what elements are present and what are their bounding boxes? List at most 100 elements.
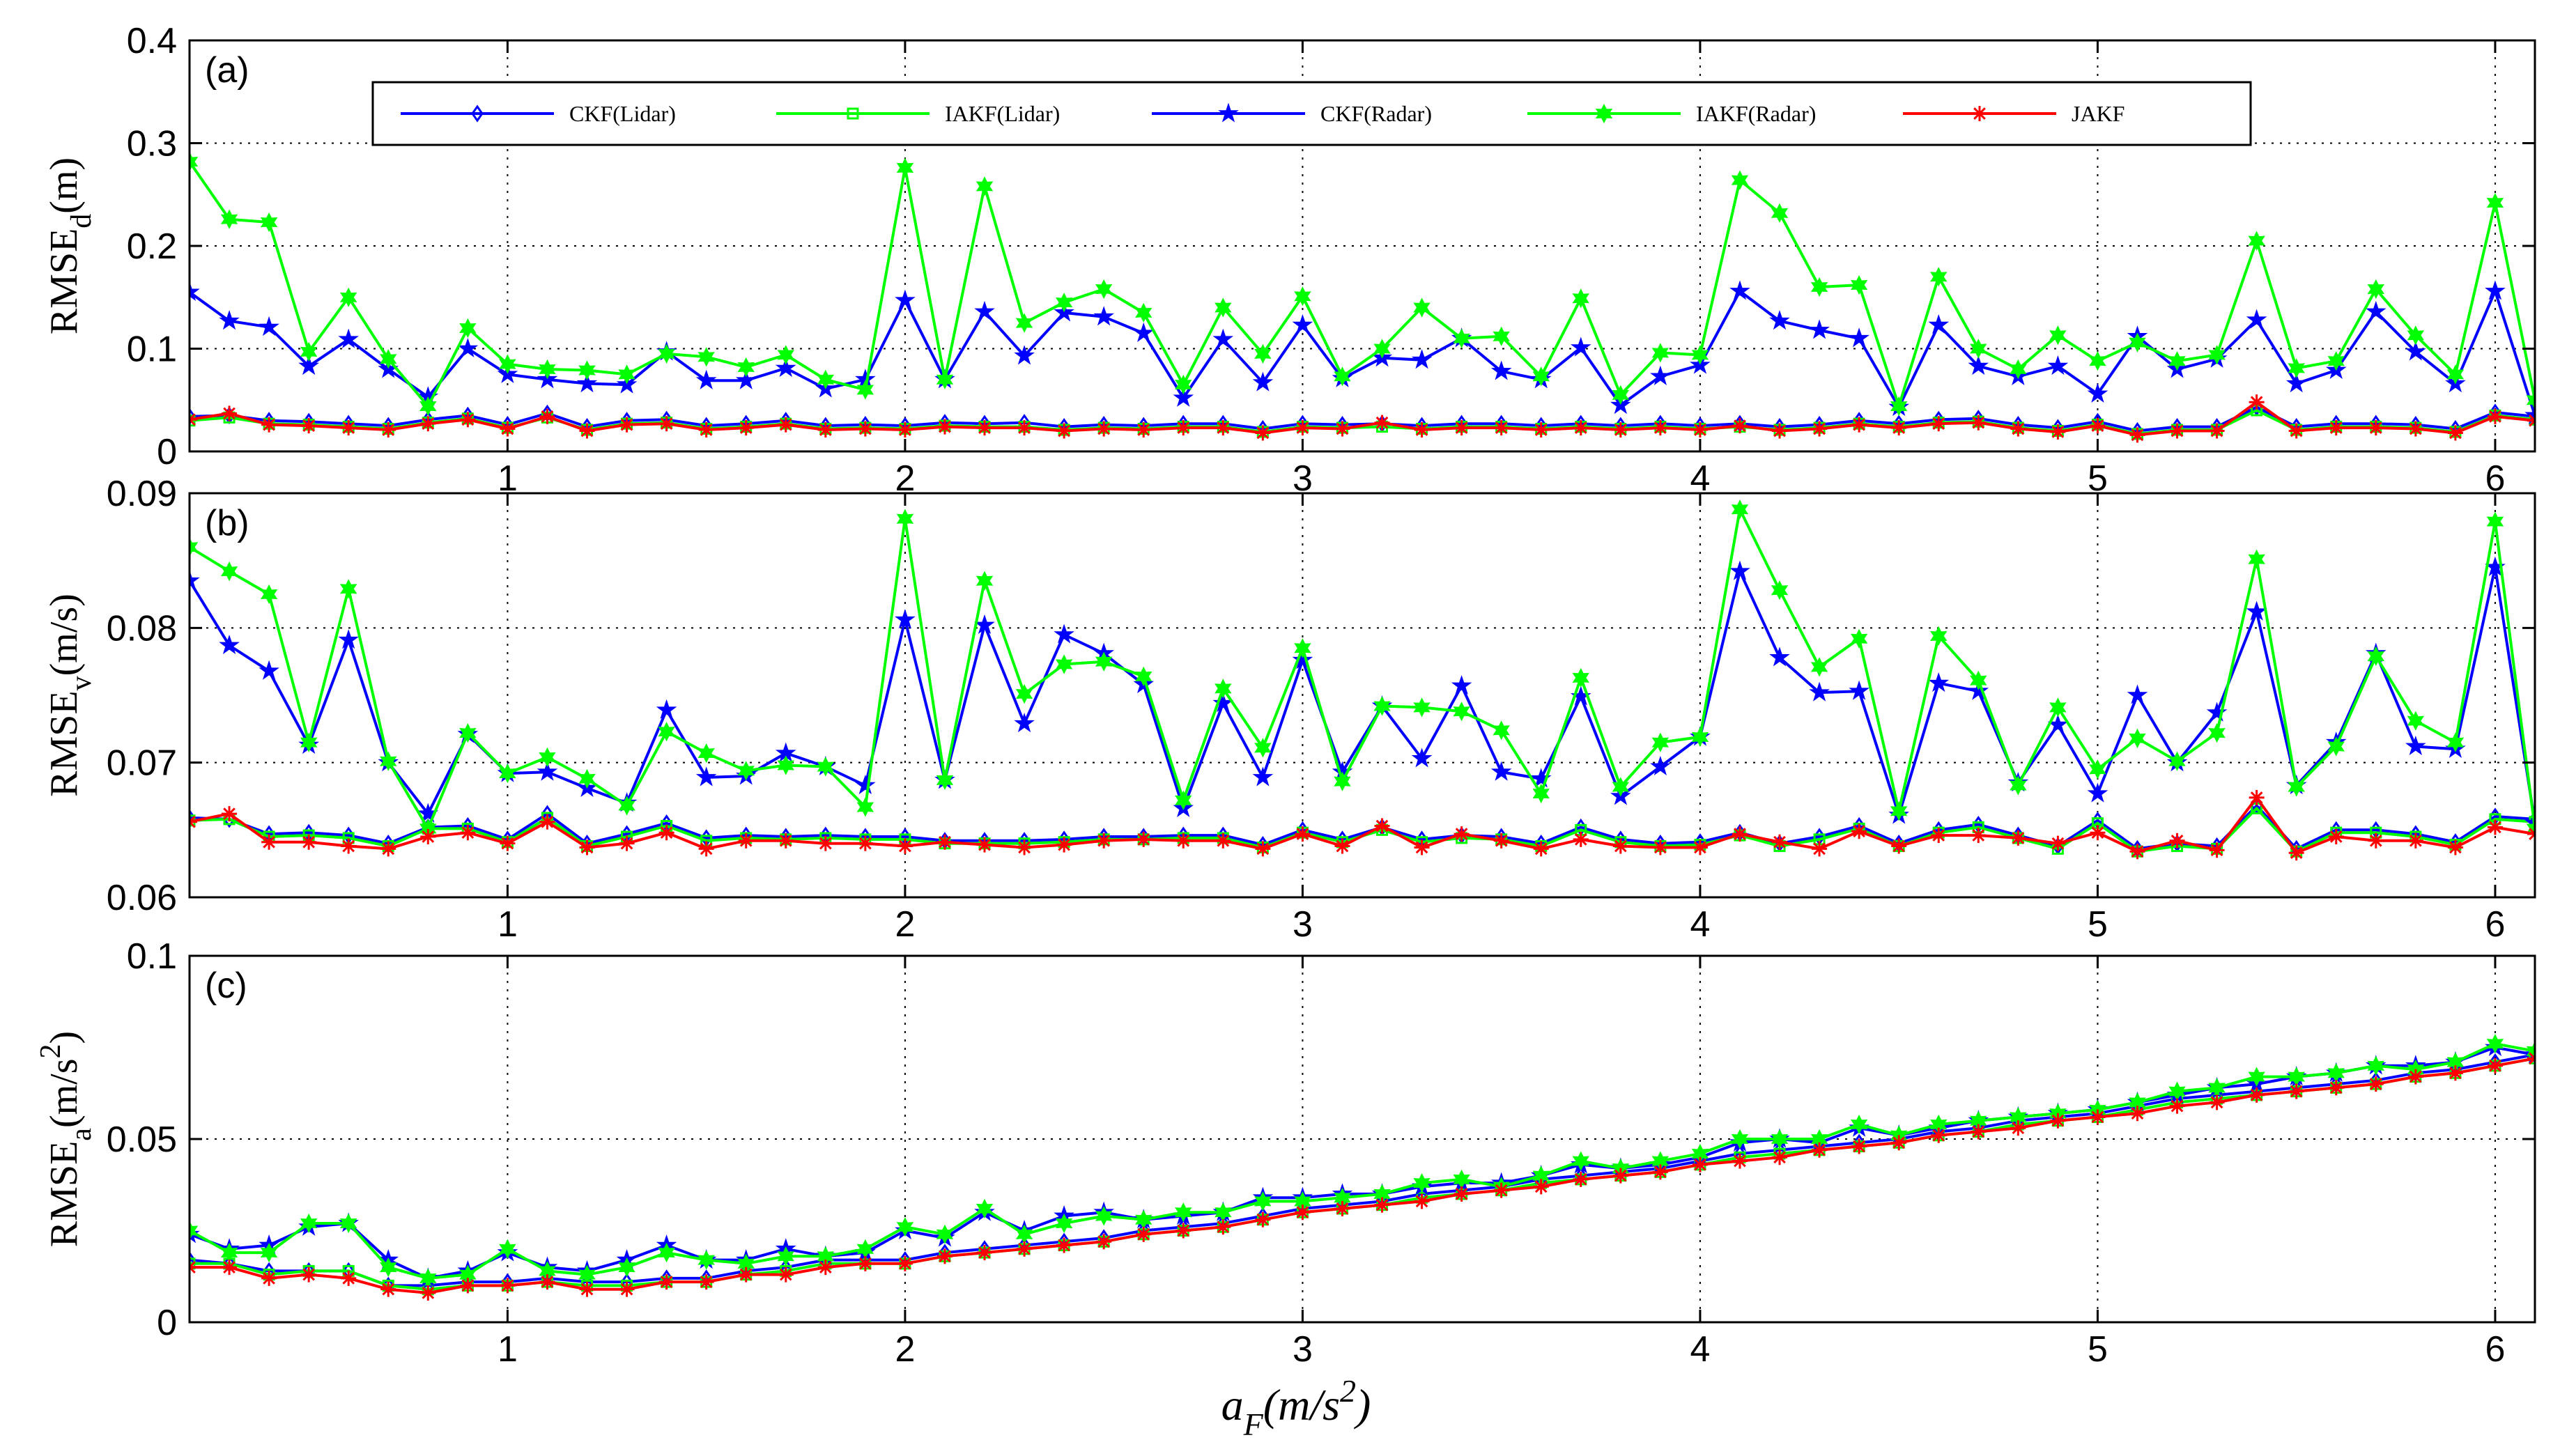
x-tick-label: 1 <box>498 904 518 945</box>
data-point-ckf-radar <box>2246 309 2267 329</box>
data-point-ckf-radar <box>1173 387 1194 407</box>
data-point-iakf-radar <box>2129 332 2146 353</box>
data-point-jakf <box>1931 1127 1947 1143</box>
data-point-jakf <box>301 418 317 434</box>
data-point-iakf-radar <box>1373 696 1391 716</box>
x-tick-label: 3 <box>1293 904 1313 945</box>
data-point-iakf-radar <box>1771 1129 1789 1149</box>
data-point-jakf <box>2010 421 2026 437</box>
data-point-jakf <box>2447 839 2463 855</box>
data-point-ckf-radar <box>1014 713 1035 733</box>
series-line-jakf <box>190 1057 2535 1294</box>
y-tick-label: 0.3 <box>127 124 177 164</box>
data-point-jakf <box>2447 425 2463 441</box>
data-point-iakf-radar <box>220 209 238 229</box>
data-point-jakf <box>2249 394 2265 410</box>
data-point-jakf <box>500 1278 516 1294</box>
data-point-jakf <box>1851 823 1867 839</box>
data-point-jakf <box>2407 832 2423 849</box>
data-point-iakf-radar <box>2288 777 2305 797</box>
data-point-iakf-radar <box>1413 697 1431 718</box>
data-point-iakf-radar <box>2486 511 2504 532</box>
data-point-ckf-radar <box>2087 382 2108 403</box>
data-point-iakf-radar <box>1334 771 1351 791</box>
data-point-jakf <box>1732 1153 1748 1169</box>
data-point-jakf <box>658 825 674 841</box>
data-point-jakf <box>738 832 754 849</box>
data-point-jakf <box>500 835 516 851</box>
data-point-ckf-radar <box>338 328 359 348</box>
data-point-iakf-radar <box>1175 374 1192 395</box>
data-point-jakf <box>1732 418 1748 434</box>
panel-label: (b) <box>205 503 249 543</box>
data-point-jakf <box>658 416 674 432</box>
data-point-iakf-radar <box>1254 343 1272 364</box>
data-point-jakf <box>897 1255 913 1271</box>
data-point-jakf <box>977 420 993 436</box>
x-tick-label: 4 <box>1690 1329 1710 1370</box>
data-point-ckf-radar <box>338 629 359 649</box>
data-point-iakf-radar <box>2446 732 2465 752</box>
y-axis-label-sub: a <box>65 1128 98 1141</box>
x-axis-label-unit: (m/s <box>1263 1380 1340 1430</box>
data-point-iakf-radar <box>2327 736 2345 757</box>
data-point-iakf-radar <box>1771 580 1789 601</box>
legend-marker <box>847 107 859 120</box>
y-tick-label: 0.1 <box>127 330 177 370</box>
panel-c: 1 2 3 4 5 600.050.1(c)RMSEa(m/s2) <box>35 936 2536 1370</box>
data-point-jakf <box>2527 412 2535 428</box>
data-point-ckf-radar <box>1571 336 1591 357</box>
x-tick-label: 5 <box>2088 458 2108 499</box>
data-point-iakf-radar <box>658 1242 675 1263</box>
data-point-ckf-radar <box>1252 371 1274 392</box>
data-point-ckf-radar <box>1769 310 1790 330</box>
data-point-jakf <box>301 1267 317 1283</box>
data-point-jakf <box>1175 420 1192 436</box>
data-point-jakf <box>1295 1205 1311 1221</box>
data-point-ckf-radar <box>1968 355 1989 375</box>
data-point-jakf <box>2209 842 2225 858</box>
x-tick-label: 5 <box>2088 1329 2108 1370</box>
data-point-iakf-radar <box>1651 343 1670 363</box>
data-point-jakf <box>1334 421 1350 437</box>
data-point-ckf-lidar <box>190 408 196 426</box>
data-point-iakf-radar <box>2208 345 2226 365</box>
data-point-iakf-radar <box>190 151 199 172</box>
data-point-iakf-radar <box>1850 1114 1868 1135</box>
data-point-jakf <box>977 837 993 853</box>
x-axis-label-sup: 2 <box>1340 1373 1356 1409</box>
data-point-iakf-radar <box>300 732 318 752</box>
data-point-iakf-radar <box>578 768 596 789</box>
data-point-jakf <box>1573 831 1589 847</box>
data-point-iakf-radar <box>1612 385 1630 405</box>
data-point-jakf <box>1493 420 1509 436</box>
data-point-iakf-radar <box>1532 783 1550 804</box>
data-point-ckf-radar <box>537 761 558 781</box>
data-point-jakf <box>341 420 357 436</box>
data-point-ckf-radar <box>1212 328 1234 348</box>
y-tick-label: 0.09 <box>107 474 177 514</box>
data-point-jakf <box>2368 832 2384 849</box>
data-point-iakf-radar <box>1135 302 1152 323</box>
data-point-iakf-radar <box>1135 666 1152 687</box>
data-point-iakf-radar <box>2049 697 2067 718</box>
data-point-iakf-radar <box>1850 628 1868 649</box>
x-axis-label-main: a <box>1221 1380 1244 1430</box>
y-axis-label-main: RMSE <box>43 1141 86 1248</box>
data-point-iakf-radar <box>2168 351 2186 371</box>
data-point-jakf <box>1812 421 1828 437</box>
series-line-jakf <box>190 796 2535 855</box>
data-point-jakf <box>1454 1186 1470 1202</box>
data-point-jakf <box>936 834 953 850</box>
data-point-jakf <box>1334 838 1350 854</box>
data-point-jakf <box>1414 1193 1430 1209</box>
data-point-iakf-radar <box>1731 170 1749 190</box>
data-point-jakf <box>2169 423 2185 439</box>
data-point-jakf <box>380 422 396 438</box>
data-point-iakf-radar <box>2367 1055 2385 1076</box>
data-point-jakf <box>1215 420 1231 436</box>
data-point-jakf <box>1295 420 1311 436</box>
data-point-jakf <box>1017 839 1033 855</box>
data-point-iakf-radar <box>2248 231 2265 251</box>
data-point-jakf <box>2010 830 2026 846</box>
